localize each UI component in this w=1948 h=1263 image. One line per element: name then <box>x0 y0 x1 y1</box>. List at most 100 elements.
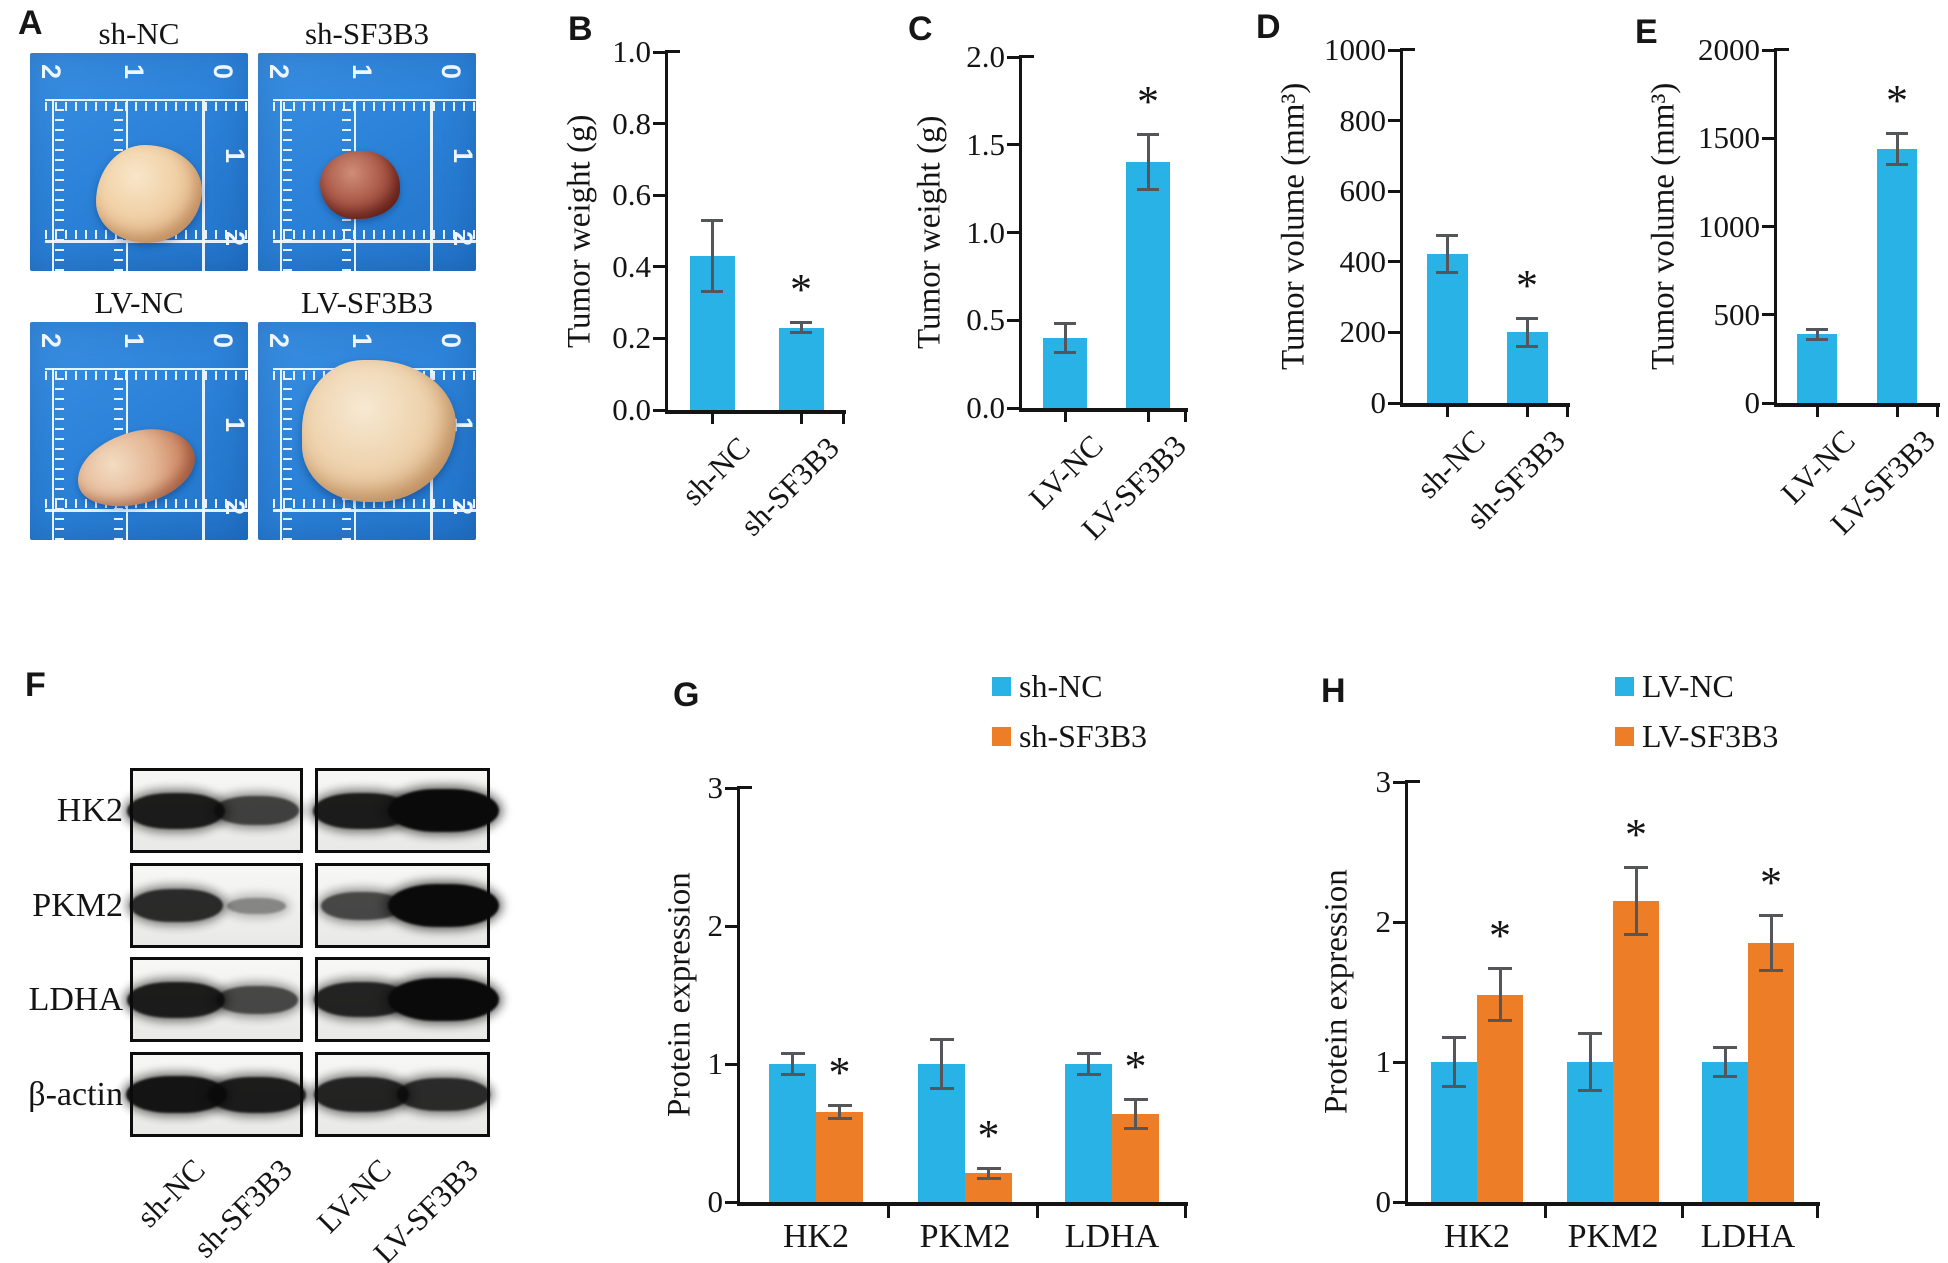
y-tick-label: 0.5 <box>966 302 1005 338</box>
y-tick-label: 1 <box>1375 1044 1392 1079</box>
panel-letter-b: B <box>568 10 593 48</box>
panel-letter-c: C <box>908 10 933 48</box>
legend-label: LV-SF3B3 <box>1642 717 1779 754</box>
x-group-tick <box>1543 1206 1547 1218</box>
x-axis-end-tick <box>842 414 845 424</box>
error-bar-cap-bottom <box>827 1117 852 1121</box>
ruler-line <box>202 98 205 271</box>
ruler-number: 2 <box>36 332 67 349</box>
error-bar-line <box>987 1167 990 1179</box>
y-tick-label: 0.2 <box>612 320 651 356</box>
y-tick-label: 0 <box>1744 385 1761 420</box>
y-tick-label: 600 <box>1339 173 1387 209</box>
ruler-ticks <box>282 367 292 540</box>
ruler-ticks <box>273 499 476 509</box>
y-tick <box>653 122 668 126</box>
blot-row-label: LDHA <box>28 980 123 1018</box>
error-bar-cap-top <box>1488 967 1512 971</box>
bar <box>1702 1062 1748 1202</box>
y-axis-top-tick <box>1022 55 1034 58</box>
y-tick <box>1762 136 1777 140</box>
panel-letter-a: A <box>18 4 43 42</box>
y-tick-label: 0.8 <box>612 105 651 141</box>
ruler-number: 1 <box>118 332 149 349</box>
error-bar-cap-top <box>976 1166 1001 1170</box>
ruler-line <box>45 98 248 102</box>
error-bar-cap-top <box>1054 321 1076 325</box>
blot-row-label: β-actin <box>28 1075 123 1113</box>
legend-swatch <box>1615 726 1634 746</box>
significance-star: * <box>790 265 812 315</box>
error-bar-cap-top <box>1624 866 1648 870</box>
ruler-number: 1 <box>219 417 248 433</box>
ruler-number: 1 <box>346 332 377 349</box>
ruler-number: 2 <box>264 332 295 349</box>
blot-row-label: PKM2 <box>32 886 123 924</box>
photo-title: LV-SF3B3 <box>300 285 434 320</box>
error-bar-line <box>1769 915 1773 971</box>
y-tick <box>1393 1060 1408 1064</box>
ruler-number: 0 <box>208 63 239 80</box>
panel-letter-g: G <box>673 676 700 714</box>
ruler-line <box>51 367 55 540</box>
significance-star: * <box>1516 260 1538 310</box>
legend-label: sh-NC <box>1019 668 1103 704</box>
error-bar-cap-top <box>1442 1035 1466 1039</box>
y-axis-top-tick <box>740 786 752 789</box>
ruler-number: 2 <box>447 500 476 516</box>
chart-panel-d: 0 200 400 600 800 1000 * sh-NC sh-SF3B3 Tumor vol… <box>1240 5 1580 595</box>
y-tick <box>1007 406 1022 410</box>
error-bar-cap-bottom <box>1806 337 1828 341</box>
ruler-ticks <box>45 370 248 380</box>
blot-box <box>127 957 303 1042</box>
ruler-line <box>45 509 248 512</box>
error-bar-cap-bottom <box>1759 969 1783 972</box>
y-tick-label: 2000 <box>1698 32 1760 67</box>
y-tick <box>1762 313 1777 317</box>
protein-band <box>314 1077 410 1112</box>
legend-item: LV-NC <box>1615 668 1778 705</box>
legend-label: sh-SF3B3 <box>1019 717 1148 754</box>
y-tick <box>653 408 668 412</box>
ruler-ticks <box>282 98 292 271</box>
protein-band <box>387 884 499 927</box>
ruler-number: 0 <box>436 63 467 80</box>
protein-band <box>127 981 226 1018</box>
x-tick <box>799 414 803 424</box>
ruler-line <box>273 240 476 243</box>
y-tick-label: 200 <box>1339 314 1387 350</box>
x-category-label: HK2 <box>782 1218 850 1255</box>
blot-box <box>314 957 499 1042</box>
photo-title: sh-NC <box>98 16 180 51</box>
ruler-number: 1 <box>447 148 476 164</box>
y-tick-label: 1.0 <box>612 34 651 69</box>
error-bar-line <box>1723 1046 1727 1078</box>
y-tick-label: 3 <box>707 770 724 805</box>
x-axis <box>665 410 846 414</box>
x-category-label: sh-NC <box>674 430 757 512</box>
y-tick <box>1388 330 1403 334</box>
lane-label: sh-NC <box>129 1152 212 1234</box>
error-bar-line <box>1634 867 1638 935</box>
error-bar-cap-bottom <box>1436 271 1458 275</box>
tumor-photo: 2 1 0 1 2 <box>258 53 476 271</box>
bar <box>769 1064 816 1202</box>
y-tick-label: 2 <box>1375 904 1392 939</box>
y-tick <box>725 1200 740 1204</box>
protein-band <box>129 889 223 922</box>
x-axis <box>1405 1202 1820 1206</box>
protein-band <box>214 796 300 825</box>
ruler-line <box>430 98 433 271</box>
error-bar-cap-bottom <box>1713 1075 1737 1079</box>
x-category-label: PKM2 <box>919 1218 1011 1255</box>
error-bar-line <box>940 1039 943 1089</box>
photo-title: sh-SF3B3 <box>304 16 430 51</box>
error-bar-cap-top <box>790 321 812 325</box>
y-tick-label: 0 <box>1370 385 1387 420</box>
chart-panel-g: 0 1 2 3 * * * HK2 PKM2 LDHA Protein expression sh-N… <box>650 660 1195 1263</box>
blot-box <box>127 768 303 853</box>
ruler-number: 2 <box>447 231 476 247</box>
ruler-ticks <box>45 101 248 111</box>
error-bar-cap-top <box>1123 1097 1148 1101</box>
y-tick-label: 1.5 <box>966 126 1005 162</box>
